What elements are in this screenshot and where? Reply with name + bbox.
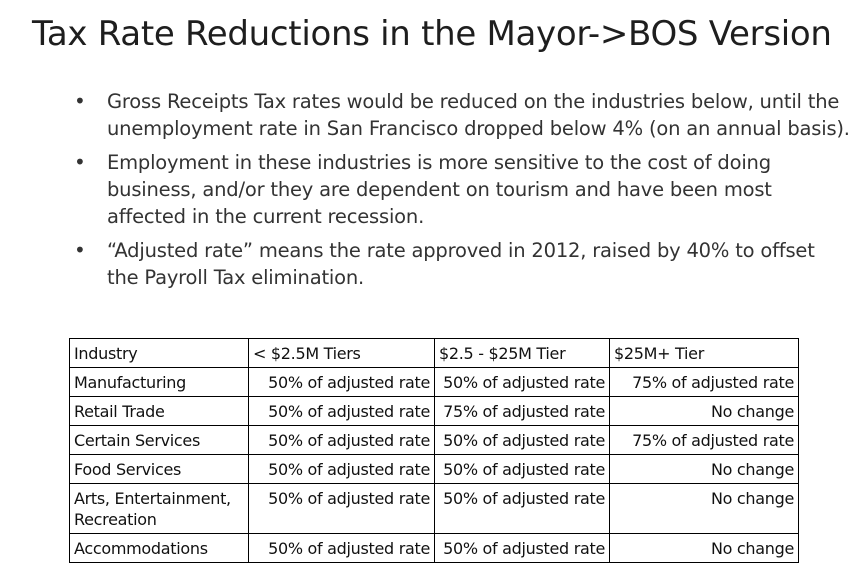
rate-cell: No change [609, 533, 799, 563]
header-tier-large: $25M+ Tier [609, 338, 799, 368]
table-row: Certain Services 50% of adjusted rate 50… [69, 425, 799, 455]
table-row: Manufacturing 50% of adjusted rate 50% o… [69, 367, 799, 397]
bullet-dot-icon: • [74, 89, 86, 113]
industry-cell: Arts, Entertainment, Recreation [69, 483, 249, 534]
rate-cell: 50% of adjusted rate [434, 454, 610, 484]
header-tier-small: < $2.5M Tiers [248, 338, 435, 368]
rate-cell: 50% of adjusted rate [248, 533, 435, 563]
table-header-row: Industry < $2.5M Tiers $2.5 - $25M Tier … [69, 338, 799, 368]
rate-cell: 50% of adjusted rate [248, 454, 435, 484]
industry-cell: Accommodations [69, 533, 249, 563]
bullet-text: Employment in these industries is more s… [107, 151, 772, 228]
industry-cell: Food Services [69, 454, 249, 484]
rate-cell: No change [609, 483, 799, 534]
rate-cell: No change [609, 396, 799, 426]
rate-cell: 50% of adjusted rate [434, 367, 610, 397]
rate-cell: 75% of adjusted rate [434, 396, 610, 426]
rate-cell: 50% of adjusted rate [248, 396, 435, 426]
rate-cell: 75% of adjusted rate [609, 367, 799, 397]
table-row: Food Services 50% of adjusted rate 50% o… [69, 454, 799, 484]
rate-cell: 50% of adjusted rate [248, 367, 435, 397]
bullet-list: • Gross Receipts Tax rates would be redu… [60, 88, 850, 298]
table-row: Retail Trade 50% of adjusted rate 75% of… [69, 396, 799, 426]
bullet-dot-icon: • [74, 150, 86, 174]
header-industry: Industry [69, 338, 249, 368]
bullet-dot-icon: • [74, 238, 86, 262]
tax-rate-table: Industry < $2.5M Tiers $2.5 - $25M Tier … [69, 338, 799, 563]
page-title: Tax Rate Reductions in the Mayor->BOS Ve… [32, 14, 832, 54]
bullet-item: • Gross Receipts Tax rates would be redu… [60, 88, 850, 142]
bullet-item: • “Adjusted rate” means the rate approve… [60, 237, 850, 291]
bullet-text: Gross Receipts Tax rates would be reduce… [107, 90, 850, 140]
rate-cell: 50% of adjusted rate [434, 483, 610, 534]
rate-cell: 50% of adjusted rate [434, 425, 610, 455]
rate-cell: 50% of adjusted rate [434, 533, 610, 563]
rate-cell: No change [609, 454, 799, 484]
rate-cell: 50% of adjusted rate [248, 483, 435, 534]
bullet-item: • Employment in these industries is more… [60, 149, 850, 230]
industry-cell: Retail Trade [69, 396, 249, 426]
table-row: Accommodations 50% of adjusted rate 50% … [69, 533, 799, 563]
industry-cell: Certain Services [69, 425, 249, 455]
table-row: Arts, Entertainment, Recreation 50% of a… [69, 483, 799, 534]
industry-cell: Manufacturing [69, 367, 249, 397]
rate-cell: 50% of adjusted rate [248, 425, 435, 455]
header-tier-mid: $2.5 - $25M Tier [434, 338, 610, 368]
rate-cell: 75% of adjusted rate [609, 425, 799, 455]
bullet-text: “Adjusted rate” means the rate approved … [107, 239, 815, 289]
